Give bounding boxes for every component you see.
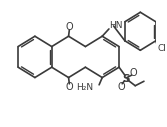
Text: S: S [122, 74, 129, 84]
Text: Cl: Cl [158, 44, 166, 53]
Text: H₂N: H₂N [76, 83, 94, 92]
Text: O: O [65, 22, 73, 32]
Text: O: O [117, 82, 125, 92]
Text: O: O [130, 68, 137, 78]
Text: O: O [65, 82, 73, 92]
Text: HN: HN [109, 21, 123, 30]
